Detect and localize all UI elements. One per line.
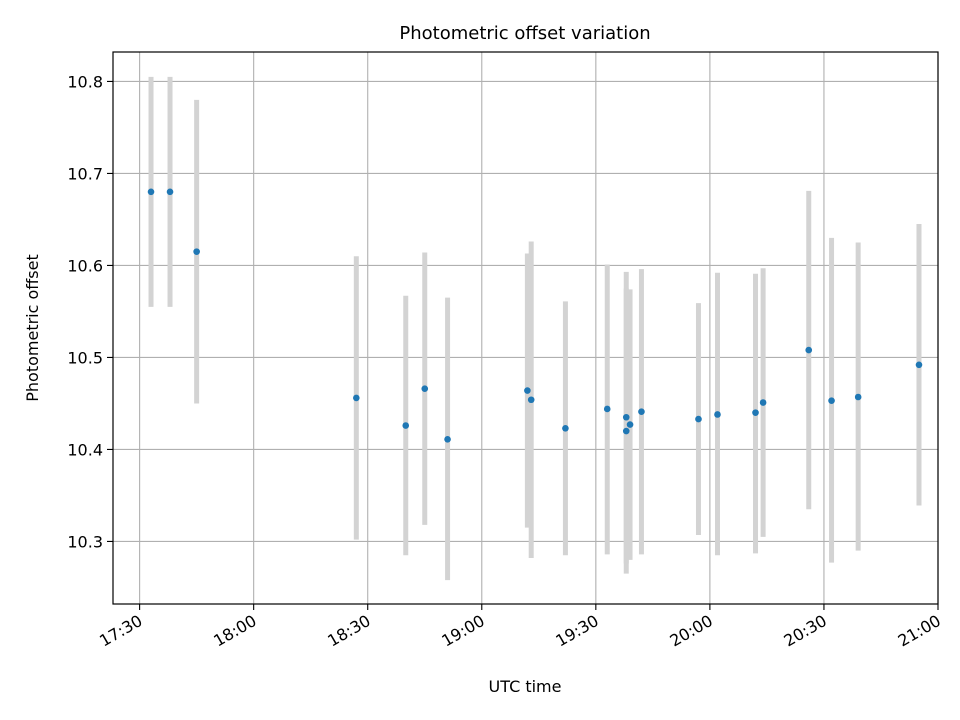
data-point [805,346,813,354]
x-tick-label: 19:00 [438,611,487,651]
data-point [915,361,923,369]
x-tick-label: 21:00 [895,611,944,651]
x-axis-label: UTC time [489,677,562,696]
y-axis-ticks: 10.3 10.4 10.5 10.6 10.7 10.8 [67,72,113,551]
data-point [524,387,531,394]
y-axis-label: Photometric offset [23,254,42,402]
data-point [444,436,451,443]
data-point [421,385,429,393]
y-tick-label: 10.4 [67,440,103,459]
data-point [147,188,155,196]
x-tick-label: 19:30 [552,611,601,651]
x-tick-label: 17:30 [96,611,145,651]
data-point [695,415,702,423]
data-point [353,394,360,402]
data-point [193,248,200,255]
y-tick-label: 10.3 [67,532,103,551]
y-tick-label: 10.5 [67,348,103,367]
x-tick-label: 18:00 [210,611,259,651]
x-tick-label: 18:30 [324,611,373,651]
x-axis-ticks: 17:30 18:00 18:30 19:00 19:30 20:00 20:30 21:00 [96,604,944,651]
data-point [714,411,721,418]
data-point [603,405,611,413]
data-point [402,422,410,429]
data-point [622,413,630,421]
data-point [527,396,535,404]
data-point [854,393,862,401]
y-tick-label: 10.8 [67,72,103,91]
x-tick-label: 20:30 [781,611,830,651]
data-point [638,408,645,416]
y-tick-label: 10.6 [67,256,103,275]
error-bars [148,76,922,581]
data-point [626,421,634,428]
chart-title: Photometric offset variation [399,23,650,44]
plot-frame [112,51,939,605]
x-tick-label: 20:00 [666,611,715,651]
grid-lines [113,52,939,604]
data-point [752,409,759,416]
data-point [759,399,767,406]
data-point [166,188,174,196]
data-points [147,188,923,443]
y-tick-label: 10.7 [67,164,103,183]
data-point [622,427,630,435]
data-point [562,424,569,432]
data-point [828,397,835,404]
